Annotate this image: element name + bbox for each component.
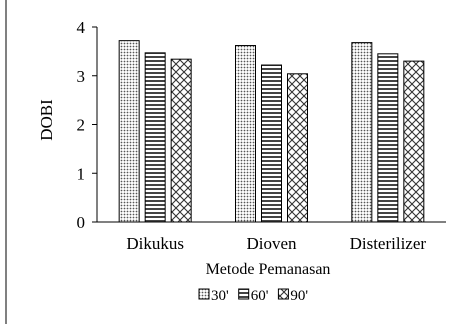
legend-label: 60' xyxy=(251,288,269,304)
legend-swatch xyxy=(238,288,250,300)
legend-swatch xyxy=(198,288,210,300)
bar xyxy=(170,58,192,223)
bar xyxy=(287,73,308,223)
bar xyxy=(235,45,256,223)
bar xyxy=(377,53,399,223)
legend-label: 90' xyxy=(290,288,308,304)
bars xyxy=(118,40,425,223)
x-tick-label: Dioven xyxy=(246,234,297,253)
legend-label: 30' xyxy=(211,288,229,304)
labels: 0 1 2 3 4 Dikukus Dioven Disterilizer xyxy=(77,18,427,253)
y-tick-label: 4 xyxy=(77,18,86,37)
bar xyxy=(118,40,140,223)
bar xyxy=(351,42,373,223)
legend: 30' 60' 90' xyxy=(198,288,308,304)
bar xyxy=(403,60,425,223)
bar xyxy=(144,52,166,223)
y-tick-label: 0 xyxy=(77,213,86,232)
y-axis-label: DOBI xyxy=(37,99,56,141)
x-axis-label: Metode Pemanasan xyxy=(206,261,331,278)
bar xyxy=(261,64,282,223)
y-tick-label: 1 xyxy=(77,164,86,183)
y-tick-label: 3 xyxy=(77,67,86,86)
y-tick-label: 2 xyxy=(77,116,86,135)
legend-swatch xyxy=(277,288,289,300)
x-tick-label: Disterilizer xyxy=(350,234,427,253)
x-tick-label: Dikukus xyxy=(126,234,184,253)
